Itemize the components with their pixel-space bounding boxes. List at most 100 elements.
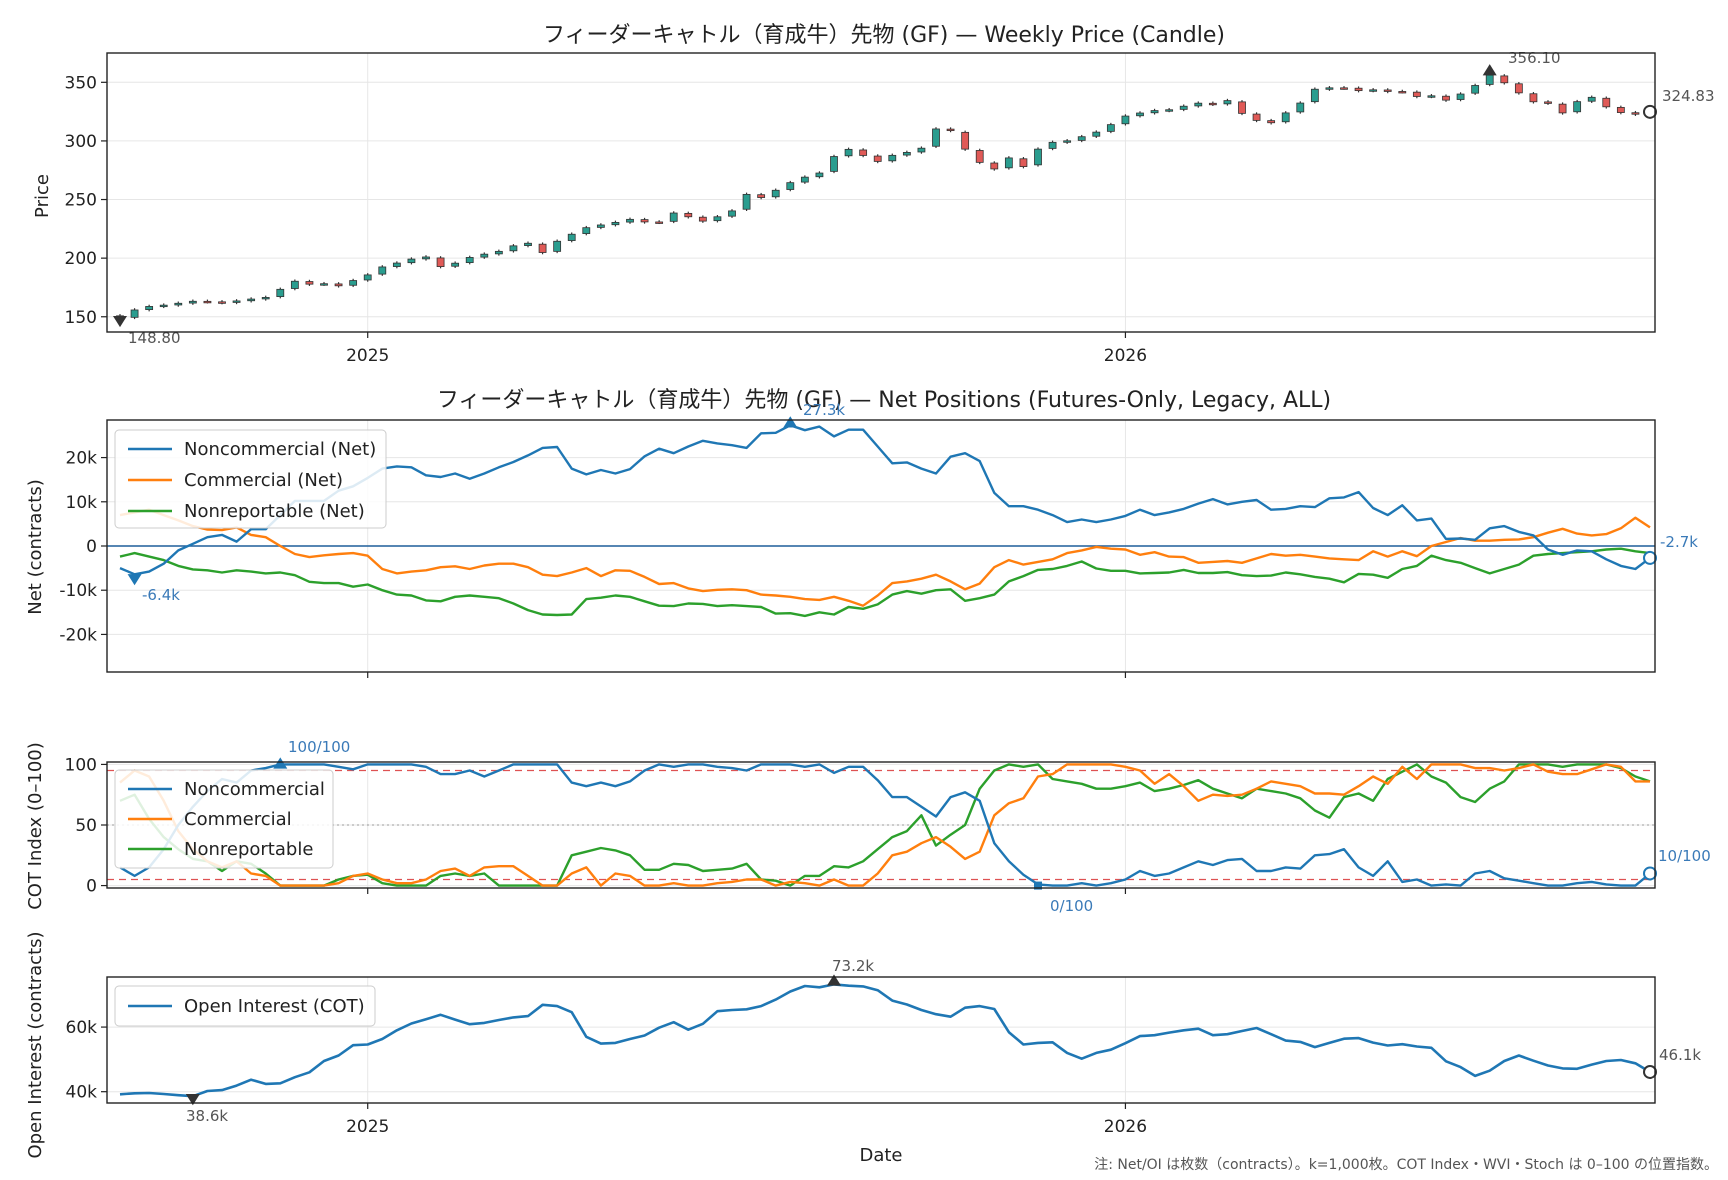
oi-low-label: 38.6k — [186, 1107, 228, 1125]
candle-body — [1427, 95, 1436, 98]
candle-body — [174, 302, 183, 306]
candle-body — [465, 257, 474, 264]
net-panel-title: フィーダーキャトル（育成牛）先物 (GF) — Net Positions (F… — [437, 388, 1331, 413]
candle-body — [873, 155, 882, 162]
candle-body — [1529, 93, 1538, 103]
candle-body — [1092, 131, 1101, 137]
candle-body — [320, 283, 328, 286]
candle-body — [1048, 141, 1057, 149]
net-high-marker — [783, 416, 798, 428]
candle-body — [800, 176, 809, 183]
y-tick-label: 100 — [65, 755, 97, 775]
price-low-marker — [113, 315, 127, 328]
legend-label: Open Interest (COT) — [184, 996, 365, 1017]
candle-body — [218, 301, 226, 304]
candle-body — [1442, 95, 1450, 101]
candle-body — [1077, 136, 1086, 141]
x-tick-label: 2026 — [1104, 1117, 1147, 1137]
candle-body — [771, 189, 780, 198]
net-plot-frame — [106, 419, 1656, 673]
price-candles — [116, 73, 1654, 320]
candle-body — [247, 298, 256, 302]
cot-y-ticks: 0 50 100 — [65, 755, 107, 897]
candle-body — [1063, 140, 1072, 143]
candle-body — [480, 253, 489, 258]
oi-high-label: 73.2k — [832, 957, 874, 975]
candle-body — [145, 306, 154, 311]
cot-max-marker — [273, 757, 288, 769]
candle-body — [1631, 112, 1640, 115]
x-tick-label: 2025 — [346, 346, 389, 366]
cot-x-ticks — [367, 888, 1127, 894]
candle-body — [363, 274, 372, 281]
price-gridlines — [107, 53, 1655, 332]
candle-body — [582, 227, 591, 234]
candle-body — [422, 256, 430, 260]
candle-body — [1500, 75, 1509, 84]
y-tick-label: 300 — [65, 132, 97, 152]
candle-body — [946, 128, 955, 132]
candle-body — [975, 150, 984, 163]
cot-line-0 — [119, 763, 1651, 887]
price-high-label: 356.10 — [1508, 49, 1561, 67]
net-high-label: 27.3k — [803, 401, 845, 419]
y-tick-label: 20k — [66, 449, 98, 469]
cot-y-axis-label: COT Index (0–100) — [25, 742, 46, 910]
candle-body — [1354, 87, 1363, 92]
candle-body — [509, 245, 518, 252]
price-plot-frame — [106, 52, 1656, 333]
candle-body — [1514, 83, 1523, 94]
cot-max-label: 100/100 — [288, 738, 350, 756]
net-panel: フィーダーキャトル（育成牛）先物 (GF) — Net Positions (F… — [25, 388, 1698, 678]
candle-body — [538, 243, 547, 253]
cot-line-1 — [119, 763, 1650, 887]
price-last-marker — [1643, 104, 1657, 119]
candle-body — [261, 297, 270, 300]
net-legend-box — [114, 429, 387, 529]
candle-body — [1471, 85, 1480, 94]
candle-body — [130, 309, 139, 318]
candle-body — [611, 221, 620, 226]
price-low-label: 148.80 — [128, 329, 181, 347]
cot-min-label: 0/100 — [1050, 897, 1093, 915]
candle-body — [902, 152, 911, 156]
oi-x-ticks: 2025 2026 — [346, 1103, 1147, 1137]
candle-body — [1544, 101, 1552, 104]
candle-body — [1004, 157, 1013, 169]
candle-body — [786, 182, 795, 190]
candle-body — [1252, 113, 1261, 121]
candle-body — [888, 154, 897, 162]
candle-body — [698, 216, 707, 222]
cot-legend-box — [114, 769, 334, 869]
candle-body — [436, 257, 445, 267]
candle-body — [961, 131, 970, 150]
candle-body — [1150, 110, 1159, 114]
candle-body — [1558, 103, 1567, 114]
candle-body — [1121, 115, 1130, 125]
candle-body — [757, 194, 766, 198]
net-last-label: -2.7k — [1660, 533, 1698, 551]
candle-body — [1485, 74, 1494, 85]
candle-body — [392, 262, 401, 267]
net-line-2 — [119, 547, 1651, 618]
candle-body — [1238, 101, 1246, 114]
candle-body — [407, 258, 416, 264]
candle-body — [334, 283, 343, 287]
candle-body — [290, 280, 299, 289]
y-tick-label: -20k — [59, 625, 97, 645]
cot-legend: Noncommercial Commercial Nonreportable — [114, 769, 334, 869]
candle-body — [859, 149, 868, 156]
y-tick-label: 150 — [65, 308, 97, 328]
candle-body — [159, 304, 168, 308]
candle-body — [1194, 102, 1203, 107]
x-axis-title: Date — [859, 1145, 902, 1166]
price-last-label: 324.83 — [1662, 87, 1715, 105]
candle-body — [1325, 87, 1334, 90]
net-low-label: -6.4k — [142, 586, 180, 604]
candle-body — [203, 300, 212, 304]
candle-body — [1573, 101, 1582, 113]
cot-series — [107, 763, 1655, 887]
candle-body — [1281, 112, 1290, 123]
